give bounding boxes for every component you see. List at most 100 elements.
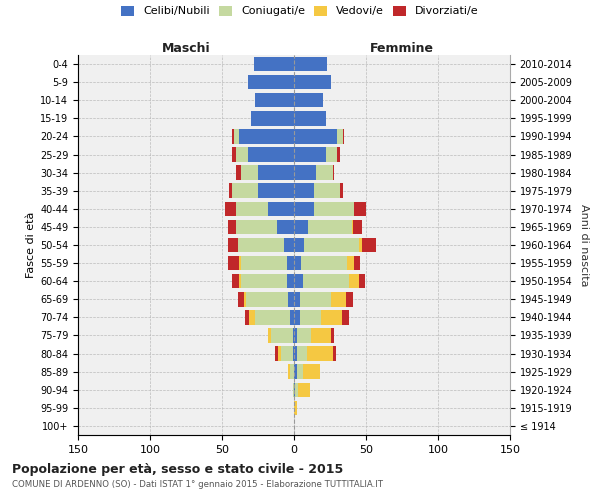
Bar xyxy=(278,346,281,361)
Bar xyxy=(294,93,323,108)
Bar xyxy=(268,202,294,216)
Bar xyxy=(294,346,297,361)
Bar xyxy=(247,292,288,306)
Bar xyxy=(359,238,362,252)
Bar xyxy=(347,256,355,270)
Bar xyxy=(225,202,236,216)
Bar xyxy=(294,111,326,126)
Bar xyxy=(302,364,320,379)
Bar xyxy=(293,346,294,361)
Bar xyxy=(255,93,294,108)
Bar xyxy=(248,75,294,90)
Bar xyxy=(229,184,232,198)
Bar xyxy=(340,184,343,198)
Bar xyxy=(228,256,239,270)
Bar xyxy=(333,346,336,361)
Bar xyxy=(236,202,268,216)
Bar xyxy=(290,364,294,379)
Bar xyxy=(301,256,347,270)
Y-axis label: Fasce di età: Fasce di età xyxy=(26,212,36,278)
Bar xyxy=(294,184,314,198)
Bar xyxy=(239,129,294,144)
Bar xyxy=(302,274,349,288)
Bar xyxy=(251,111,294,126)
Bar xyxy=(236,166,241,180)
Bar xyxy=(287,274,294,288)
Bar xyxy=(294,310,300,324)
Bar xyxy=(250,310,255,324)
Text: COMUNE DI ARDENNO (SO) - Dati ISTAT 1° gennaio 2015 - Elaborazione TUTTITALIA.IT: COMUNE DI ARDENNO (SO) - Dati ISTAT 1° g… xyxy=(12,480,383,489)
Bar xyxy=(326,148,337,162)
Bar xyxy=(232,274,239,288)
Bar xyxy=(294,256,301,270)
Bar xyxy=(241,166,258,180)
Bar xyxy=(297,328,311,342)
Bar xyxy=(297,346,307,361)
Bar xyxy=(239,256,241,270)
Bar xyxy=(290,310,294,324)
Bar xyxy=(355,256,360,270)
Bar xyxy=(337,148,340,162)
Bar xyxy=(232,184,258,198)
Bar xyxy=(258,184,294,198)
Bar xyxy=(236,220,277,234)
Bar xyxy=(284,238,294,252)
Bar xyxy=(294,148,326,162)
Bar xyxy=(239,274,241,288)
Bar xyxy=(314,202,355,216)
Bar xyxy=(293,328,294,342)
Bar xyxy=(362,238,376,252)
Bar xyxy=(307,346,333,361)
Bar xyxy=(294,129,337,144)
Bar xyxy=(238,292,244,306)
Bar xyxy=(294,400,297,415)
Bar xyxy=(293,382,294,397)
Bar xyxy=(346,292,353,306)
Bar xyxy=(308,220,352,234)
Bar xyxy=(352,220,353,234)
Bar xyxy=(316,166,333,180)
Bar xyxy=(258,166,294,180)
Bar xyxy=(277,220,294,234)
Bar xyxy=(331,292,346,306)
Bar xyxy=(281,346,293,361)
Bar xyxy=(341,310,349,324)
Bar xyxy=(241,256,287,270)
Bar xyxy=(294,292,300,306)
Bar xyxy=(353,220,362,234)
Bar xyxy=(359,274,365,288)
Bar xyxy=(238,238,284,252)
Bar xyxy=(322,310,341,324)
Bar xyxy=(300,310,322,324)
Bar xyxy=(297,364,302,379)
Bar xyxy=(294,328,297,342)
Bar xyxy=(349,274,359,288)
Bar xyxy=(294,57,327,72)
Bar xyxy=(232,129,233,144)
Bar xyxy=(294,75,331,90)
Bar xyxy=(295,382,298,397)
Bar xyxy=(314,184,340,198)
Bar xyxy=(333,166,334,180)
Legend: Celibi/Nubili, Coniugati/e, Vedovi/e, Divorziati/e: Celibi/Nubili, Coniugati/e, Vedovi/e, Di… xyxy=(121,6,479,16)
Text: Femmine: Femmine xyxy=(370,42,434,55)
Bar xyxy=(233,129,239,144)
Bar xyxy=(254,57,294,72)
Bar xyxy=(241,274,287,288)
Text: Maschi: Maschi xyxy=(161,42,211,55)
Text: Popolazione per età, sesso e stato civile - 2015: Popolazione per età, sesso e stato civil… xyxy=(12,462,343,475)
Bar xyxy=(294,382,295,397)
Bar xyxy=(294,274,302,288)
Bar xyxy=(355,202,366,216)
Y-axis label: Anni di nascita: Anni di nascita xyxy=(579,204,589,286)
Bar xyxy=(343,129,344,144)
Bar xyxy=(294,364,297,379)
Bar xyxy=(248,148,294,162)
Bar xyxy=(311,328,331,342)
Bar xyxy=(294,166,316,180)
Bar xyxy=(288,364,290,379)
Bar xyxy=(228,220,236,234)
Bar xyxy=(287,256,294,270)
Bar xyxy=(294,220,308,234)
Bar xyxy=(300,292,331,306)
